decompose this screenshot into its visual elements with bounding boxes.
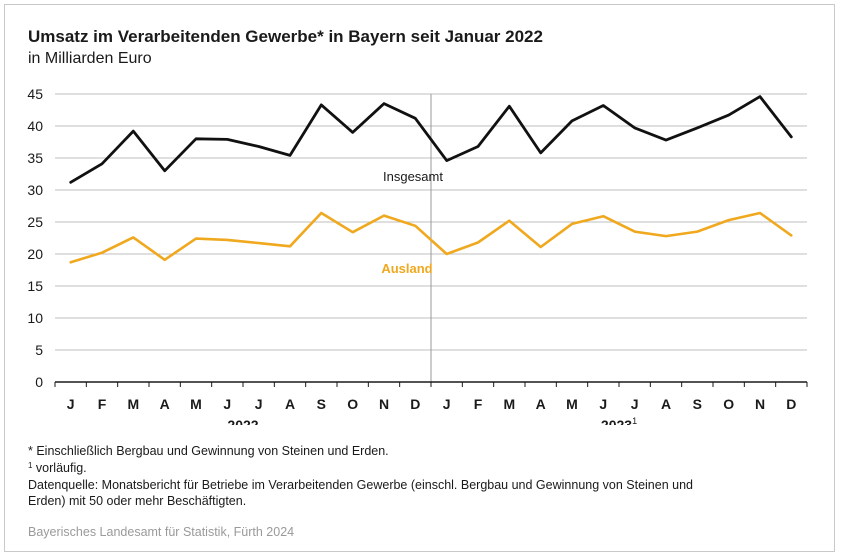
x-tick-label: J bbox=[443, 396, 451, 412]
y-tick-label: 0 bbox=[35, 374, 43, 390]
x-tick-label: A bbox=[661, 396, 671, 412]
footnote-1: * Einschließlich Bergbau und Gewinnung v… bbox=[28, 444, 389, 458]
x-tick-label: N bbox=[379, 396, 389, 412]
series-label-ausland: Ausland bbox=[381, 261, 432, 276]
footnote-2-text: vorläufig. bbox=[32, 461, 87, 475]
x-tick-label: M bbox=[127, 396, 139, 412]
footnote-3: Datenquelle: Monatsbericht für Betriebe … bbox=[28, 478, 693, 492]
x-tick-label: M bbox=[190, 396, 202, 412]
x-tick-label: S bbox=[317, 396, 326, 412]
y-tick-label: 5 bbox=[35, 342, 43, 358]
x-axis-year-labels: 2022 20231 bbox=[227, 416, 637, 425]
x-axis bbox=[54, 381, 808, 387]
y-tick-label: 40 bbox=[27, 118, 43, 134]
series-lines bbox=[69, 95, 793, 264]
x-tick-label: S bbox=[693, 396, 702, 412]
series-line-ausland bbox=[69, 211, 793, 264]
x-tick-label: F bbox=[474, 396, 483, 412]
year-label: 2022 bbox=[227, 417, 258, 425]
series-line-insgesamt bbox=[69, 95, 793, 184]
y-tick-label: 30 bbox=[27, 182, 43, 198]
y-tick-label: 25 bbox=[27, 214, 43, 230]
x-tick-label: J bbox=[599, 396, 607, 412]
x-tick-label: A bbox=[285, 396, 295, 412]
y-tick-label: 15 bbox=[27, 278, 43, 294]
footnote-2-mark: 1 bbox=[28, 461, 33, 470]
y-tick-label: 45 bbox=[27, 86, 43, 102]
y-tick-label: 35 bbox=[27, 150, 43, 166]
footnote-4: Erden) mit 50 oder mehr Beschäftigten. bbox=[28, 494, 247, 508]
x-tick-label: A bbox=[536, 396, 546, 412]
y-tick-label: 20 bbox=[27, 246, 43, 262]
chart-title: Umsatz im Verarbeitenden Gewerbe* in Bay… bbox=[28, 27, 543, 46]
x-tick-label: J bbox=[631, 396, 639, 412]
x-tick-label: D bbox=[410, 396, 420, 412]
source-credit: Bayerisches Landesamt für Statistik, Für… bbox=[28, 525, 295, 539]
x-tick-label: O bbox=[723, 396, 734, 412]
x-tick-label: N bbox=[755, 396, 765, 412]
x-tick-label: M bbox=[566, 396, 578, 412]
x-tick-label: O bbox=[347, 396, 358, 412]
chart-frame: Umsatz im Verarbeitenden Gewerbe* in Bay… bbox=[4, 4, 835, 552]
year-label: 20231 bbox=[601, 416, 637, 425]
x-tick-label: M bbox=[503, 396, 515, 412]
y-tick-label: 10 bbox=[27, 310, 43, 326]
x-tick-label: A bbox=[160, 396, 170, 412]
y-axis-ticks: 0 5 10 15 20 25 30 35 40 45 bbox=[27, 86, 43, 390]
x-tick-label: D bbox=[786, 396, 796, 412]
series-labels: Insgesamt Ausland bbox=[381, 169, 443, 276]
line-chart: 0 5 10 15 20 25 30 35 40 45 J F M A M J J A S O N D J F M A M J J A S… bbox=[27, 86, 808, 425]
x-tick-label: J bbox=[223, 396, 231, 412]
series-label-insgesamt: Insgesamt bbox=[383, 169, 443, 184]
x-tick-label: J bbox=[255, 396, 263, 412]
x-tick-label: F bbox=[98, 396, 107, 412]
chart-subtitle: in Milliarden Euro bbox=[28, 50, 152, 67]
x-tick-label: J bbox=[67, 396, 75, 412]
footnote-2: 1 vorläufig. bbox=[28, 460, 87, 476]
